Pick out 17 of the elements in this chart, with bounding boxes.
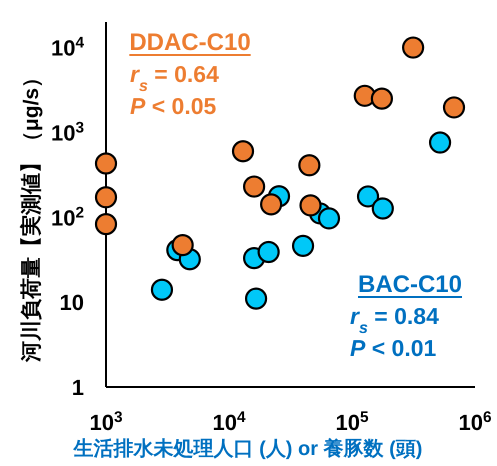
- x-tick-label: 10$^{3}$: [89, 408, 123, 435]
- y-tick-label: 1: [72, 375, 84, 400]
- annotation: P < 0.05: [130, 93, 216, 119]
- x-tick-label: 10$^{4}$: [212, 408, 246, 435]
- y-tick-label: 10$^{2}$: [50, 204, 84, 230]
- text: DDAC-C10: [129, 29, 251, 56]
- y-tick-label: 10: [60, 290, 84, 316]
- x-tick-label: 10$^{6}$: [458, 408, 492, 435]
- annotation: r$_{s}$ = 0.84: [350, 303, 440, 337]
- annotation: P < 0.01: [350, 335, 436, 361]
- text: BAC-C10: [358, 271, 462, 298]
- y-tick-label: 10$^{4}$: [50, 34, 84, 61]
- y-axis-title: 河川負荷量【実測値】（μg/s）: [19, 66, 43, 364]
- annotation: r$_{s}$ = 0.64: [130, 61, 220, 95]
- x-tick-label: 10$^{5}$: [335, 408, 369, 435]
- x-axis-title: 生活排水未処理人口 (人) or 養豚数 (頭): [72, 437, 422, 460]
- y-tick-label: 10$^{3}$: [50, 118, 84, 146]
